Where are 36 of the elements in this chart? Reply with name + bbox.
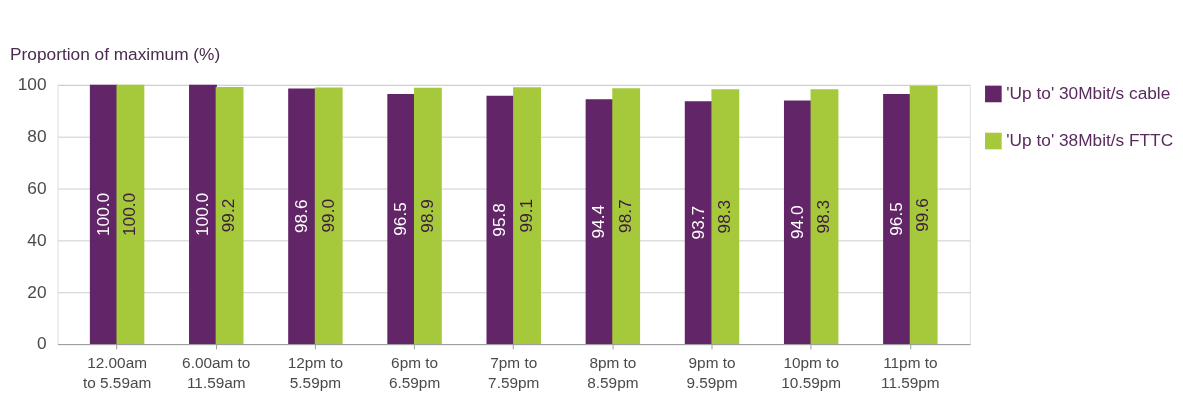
data-label: 98.3 bbox=[813, 199, 834, 234]
data-label: 99.6 bbox=[912, 198, 933, 232]
data-label: 94.4 bbox=[588, 204, 609, 239]
y-tick-label: 60 bbox=[27, 177, 47, 198]
data-label: 96.5 bbox=[885, 202, 906, 236]
data-label: 99.0 bbox=[317, 198, 338, 233]
data-label: 98.9 bbox=[416, 199, 437, 233]
data-label: 99.1 bbox=[515, 198, 536, 233]
x-tick-label: 6pm to 6.59pm bbox=[388, 353, 441, 391]
data-label: 99.2 bbox=[218, 198, 239, 233]
x-tick-label: 11pm to 11.59pm bbox=[881, 353, 940, 391]
y-tick-label: 100 bbox=[17, 74, 47, 95]
y-tick-label: 0 bbox=[36, 333, 47, 354]
data-label: 98.7 bbox=[614, 199, 635, 233]
data-label: 93.7 bbox=[687, 205, 708, 240]
x-tick-label: 12.00am to 5.59am bbox=[82, 353, 152, 391]
data-label: 94.0 bbox=[786, 205, 807, 240]
x-tick-label: 10pm to 10.59pm bbox=[781, 353, 842, 391]
y-tick-label: 80 bbox=[27, 125, 47, 146]
data-label: 96.5 bbox=[390, 202, 411, 236]
x-tick-label: 7pm to 7.59pm bbox=[488, 353, 540, 391]
y-tick-label: 40 bbox=[27, 229, 47, 250]
data-label: 100.0 bbox=[191, 192, 212, 237]
data-label: 95.8 bbox=[489, 203, 510, 237]
data-label: 98.3 bbox=[714, 199, 735, 234]
legend-label: 'Up to' 38Mbit/s FTTC bbox=[1006, 129, 1174, 150]
data-label: 98.6 bbox=[290, 199, 311, 234]
data-label: 100.0 bbox=[92, 192, 113, 237]
x-tick-label: 8pm to 8.59pm bbox=[587, 353, 639, 391]
y-tick-label: 20 bbox=[27, 281, 47, 302]
legend-label: 'Up to' 30Mbit/s cable bbox=[1006, 82, 1171, 103]
data-label: 100.0 bbox=[119, 192, 140, 237]
x-tick-label: 9pm to 9.59pm bbox=[686, 353, 738, 391]
x-tick-label: 12pm to 5.59pm bbox=[287, 353, 344, 391]
x-tick-label: 6.00am to 11.59am bbox=[182, 353, 251, 391]
y-axis-title: Proportion of maximum (%) bbox=[10, 44, 221, 65]
